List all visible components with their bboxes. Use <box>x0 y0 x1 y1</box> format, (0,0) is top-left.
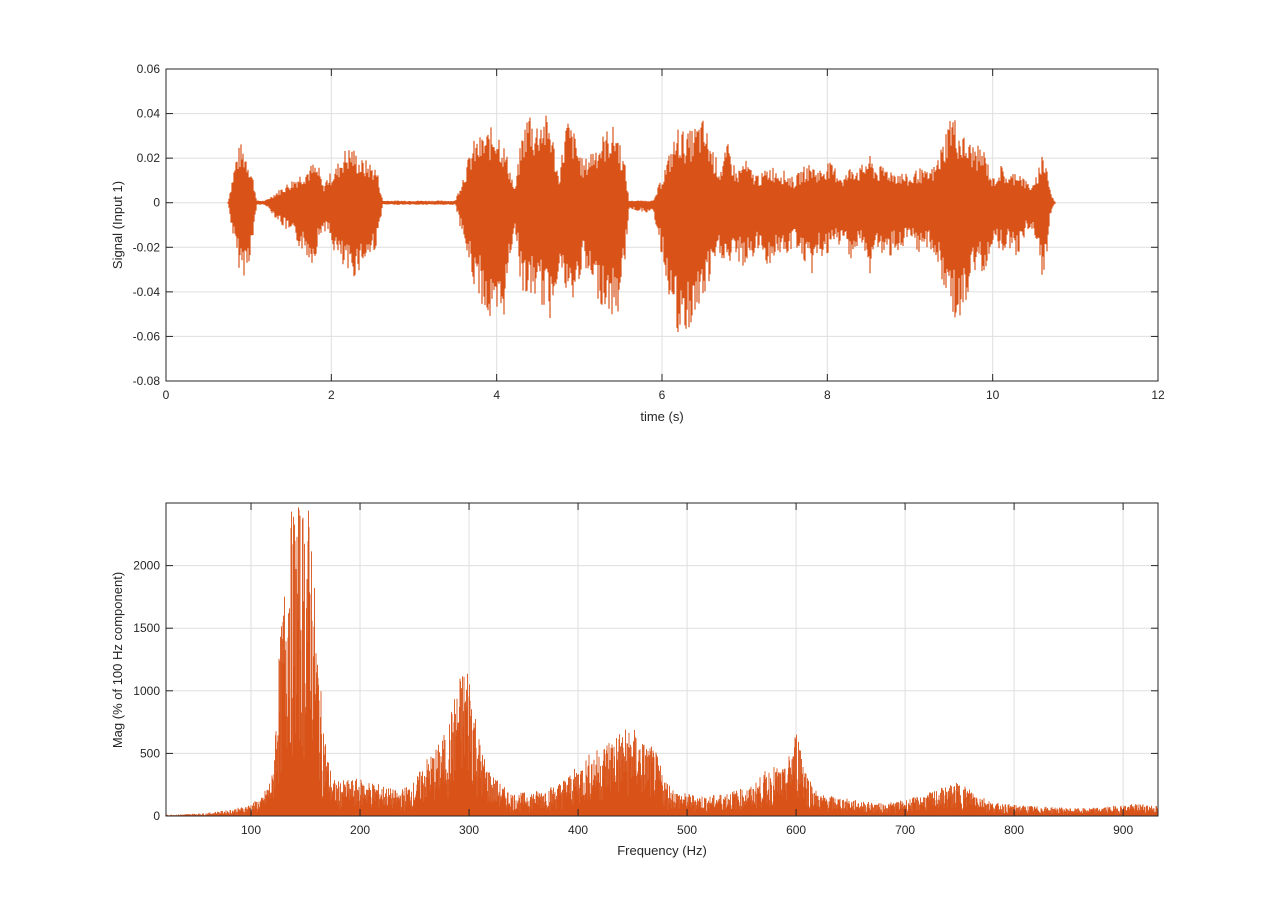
x-tick-label: 8 <box>824 388 831 402</box>
y-tick-label: 0.04 <box>137 107 161 121</box>
y-tick-label: 2000 <box>133 559 160 573</box>
x-tick-label: 10 <box>986 388 1000 402</box>
y-tick-label: 0 <box>153 809 160 823</box>
y-tick-label: -0.02 <box>133 240 161 254</box>
spectrum-axes-box <box>165 502 1159 817</box>
x-tick-label: 100 <box>241 823 261 837</box>
signal-y-ticks: -0.08 -0.06 -0.04 -0.02 0 0.02 0.04 0.06 <box>133 62 1158 388</box>
y-tick-label: -0.04 <box>133 285 161 299</box>
x-tick-label: 900 <box>1113 823 1133 837</box>
spectrum-x-axis-label: Frequency (Hz) <box>617 843 707 858</box>
x-tick-label: 700 <box>895 823 915 837</box>
spectrum-plot: 100 200 300 400 500 600 700 800 900 0 500 1000 1500… <box>110 502 1159 858</box>
spectrum-grid <box>166 503 1158 816</box>
x-tick-label: 400 <box>568 823 588 837</box>
signal-waveform <box>227 115 1056 332</box>
x-tick-label: 300 <box>459 823 479 837</box>
x-tick-label: 500 <box>677 823 697 837</box>
x-tick-label: 12 <box>1151 388 1165 402</box>
signal-plot: 0 2 4 6 8 10 12 -0.08-0.06-0.04-0.0200.020.040… <box>110 62 1165 424</box>
signal-x-axis-label: time (s) <box>640 409 683 424</box>
y-tick-label: 0.06 <box>137 62 161 76</box>
y-tick-label: 500 <box>140 746 160 760</box>
y-tick-label: 1500 <box>133 621 160 635</box>
y-tick-label: 0 <box>153 196 160 210</box>
spectrum-x-ticks: 100 200 300 400 500 600 700 800 900 <box>241 503 1133 837</box>
x-tick-label: 200 <box>350 823 370 837</box>
x-tick-label: 800 <box>1004 823 1024 837</box>
spectrum-plot-area <box>166 503 1158 816</box>
x-tick-label: 600 <box>786 823 806 837</box>
spectrum-y-ticks: 0 500 1000 1500 2000 <box>133 559 1158 823</box>
signal-series-line <box>227 115 1056 332</box>
y-tick-label: -0.06 <box>133 329 161 343</box>
y-tick-label: 0.02 <box>137 151 161 165</box>
x-tick-label: 4 <box>493 388 500 402</box>
y-tick-label: -0.08 <box>133 374 161 388</box>
x-tick-label: 6 <box>659 388 666 402</box>
x-tick-label: 0 <box>163 388 170 402</box>
x-tick-label: 2 <box>328 388 335 402</box>
spectrum-y-axis-label: Mag (% of 100 Hz component) <box>110 572 125 748</box>
signal-y-axis-label: Signal (Input 1) <box>110 181 125 269</box>
y-tick-label: 1000 <box>133 684 160 698</box>
signal-x-ticks: 0 2 4 6 8 10 12 <box>163 69 1165 402</box>
